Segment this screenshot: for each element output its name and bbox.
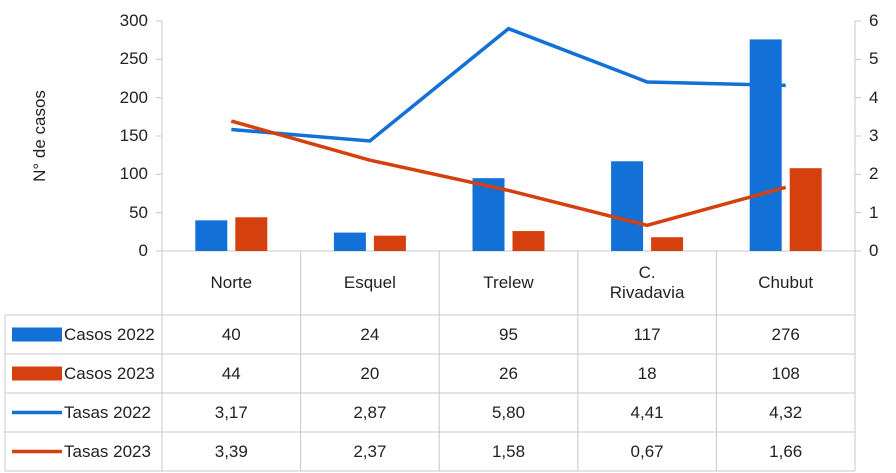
category-label: Chubut: [758, 273, 814, 292]
bar: [651, 237, 684, 251]
y-tick-label: 250: [119, 49, 148, 69]
table-cell: 3,17: [214, 402, 248, 422]
table-cell: 20: [360, 363, 380, 383]
y2-tick-label: 6: [869, 11, 879, 30]
table-cell: 276: [771, 324, 800, 344]
table-cell: 26: [499, 363, 518, 383]
y2-tick-label: 4: [869, 87, 879, 107]
table-cell: 4,32: [769, 402, 803, 422]
bar: [373, 235, 406, 251]
y2-tick-label: 5: [869, 49, 879, 69]
table-cell: 40: [221, 324, 241, 344]
table-cell: 4,41: [630, 402, 664, 422]
legend-label: Casos 2023: [64, 363, 155, 383]
table-cell: 2,87: [353, 402, 387, 422]
legend-label: Casos 2022: [64, 324, 155, 344]
table-cell: 117: [633, 324, 661, 344]
table-cell: 44: [221, 363, 241, 383]
table-cell: 18: [637, 363, 657, 383]
y-tick-label: 150: [119, 126, 148, 145]
y-tick-label: 300: [119, 11, 148, 30]
y-tick-label: 200: [119, 87, 148, 107]
bar: [512, 231, 545, 251]
table-cell: 3,39: [214, 441, 248, 461]
category-label: C. Rivadavia: [609, 263, 685, 302]
bar: [749, 39, 782, 252]
legend-label: Tasas 2022: [64, 402, 151, 422]
table-cell: 2,37: [353, 441, 387, 461]
y-axis-label: N° de casos: [30, 90, 49, 182]
line: [231, 26, 786, 143]
legend-key: [12, 366, 62, 381]
bar: [611, 161, 644, 251]
y2-tick-label: 0: [869, 241, 879, 260]
y-tick-label: 100: [119, 164, 148, 184]
bar: [472, 178, 505, 251]
y2-tick-label: 2: [869, 164, 879, 184]
category-label: Norte: [210, 273, 253, 292]
category-label: Trelew: [483, 273, 534, 292]
bar: [789, 168, 822, 251]
y2-tick-label: 3: [869, 126, 879, 145]
category-label: Esquel: [343, 273, 396, 292]
table-cell: 95: [499, 324, 518, 344]
table-cell: 1,66: [769, 441, 803, 461]
table-cell: 24: [360, 324, 380, 344]
bar: [235, 217, 268, 251]
legend-key: [12, 327, 62, 342]
legend-label: Tasas 2023: [64, 441, 151, 461]
line: [230, 119, 787, 228]
table-cell: 1,58: [491, 441, 526, 461]
table-cell: 108: [771, 363, 800, 383]
y-tick-label: 0: [138, 241, 148, 260]
bar: [195, 220, 228, 251]
table-cell: 5,80: [491, 402, 526, 422]
y2-tick-label: 1: [869, 202, 879, 222]
table-cell: 0,67: [630, 441, 664, 461]
bar: [333, 232, 366, 251]
y-tick-label: 50: [129, 202, 148, 222]
